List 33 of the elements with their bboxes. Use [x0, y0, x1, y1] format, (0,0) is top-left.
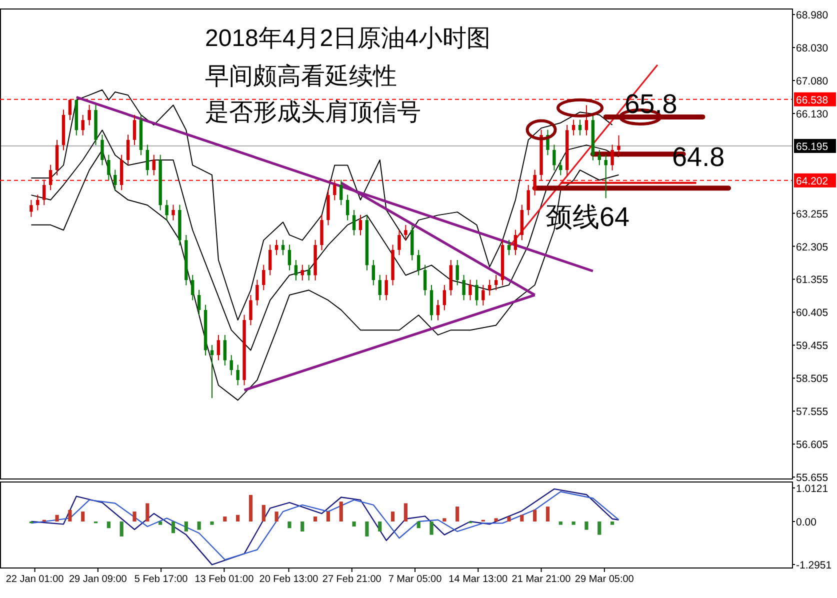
y-tick-label: 62.305 [796, 241, 828, 254]
ref-line-label: 65.195 [796, 140, 828, 153]
annotation: 64.8 [672, 142, 725, 172]
ref-line-label: 66.538 [796, 94, 828, 106]
y-tick-label: -1.2951 [796, 560, 832, 572]
x-tick-label: 20 Feb 13:00 [259, 574, 319, 585]
x-tick-label: 5 Feb 17:00 [134, 574, 188, 585]
y-tick-label: 68.980 [796, 10, 828, 22]
x-tick-label: 29 Jan 09:00 [69, 574, 128, 585]
y-tick-label: 57.555 [796, 406, 828, 418]
y-tick-label: 58.505 [796, 373, 828, 386]
x-tick-label: 22 Jan 01:00 [6, 574, 64, 585]
y-tick-label: 55.655 [796, 472, 828, 484]
y-tick-label: 60.405 [796, 307, 828, 320]
x-tick-label: 29 Mar 05:00 [574, 574, 634, 585]
y-tick-label: 61.355 [796, 274, 828, 286]
y-tick-label: 68.030 [796, 42, 828, 55]
annotation: 早间颇高看延续性 [205, 63, 397, 90]
y-tick-label: 59.455 [796, 340, 828, 352]
x-tick-label: 21 Mar 21:00 [512, 574, 572, 585]
x-tick-label: 13 Feb 01:00 [194, 574, 254, 585]
y-tick-label: 0.00 [796, 516, 817, 529]
y-tick-label: 66.130 [796, 108, 828, 120]
ref-line-label: 64.202 [796, 175, 828, 188]
x-tick-label: 7 Mar 05:00 [388, 574, 442, 585]
y-tick-label: 1.0121 [796, 482, 828, 495]
y-tick-label: 67.080 [796, 76, 828, 88]
x-tick-label: 14 Mar 13:00 [448, 574, 508, 585]
y-tick-label: 56.605 [796, 439, 828, 452]
x-tick-label: 27 Feb 21:00 [322, 574, 382, 585]
text: 2018年4月2日原油4小时图 [205, 25, 490, 52]
y-tick-label: 63.255 [796, 208, 828, 220]
annotation: 是否形成头肩顶信号 [205, 99, 421, 126]
